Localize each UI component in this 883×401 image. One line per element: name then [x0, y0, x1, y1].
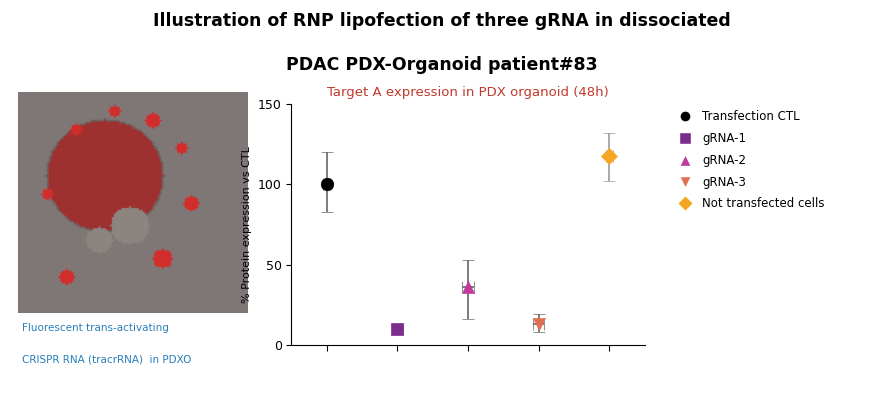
Text: Fluorescent trans-activating: Fluorescent trans-activating [22, 323, 169, 333]
Text: PDAC PDX-Organoid patient#83: PDAC PDX-Organoid patient#83 [286, 56, 597, 74]
Legend: Transfection CTL, gRNA-1, gRNA-2, gRNA-3, Not transfected cells: Transfection CTL, gRNA-1, gRNA-2, gRNA-3… [668, 105, 830, 215]
Text: Illustration of RNP lipofection of three gRNA in dissociated: Illustration of RNP lipofection of three… [153, 12, 730, 30]
Text: CRISPR RNA (tracrRNA)  in PDXO: CRISPR RNA (tracrRNA) in PDXO [22, 355, 192, 365]
Title: Target A expression in PDX organoid (48h): Target A expression in PDX organoid (48h… [327, 86, 609, 99]
Y-axis label: % Protein expression vs CTL: % Protein expression vs CTL [242, 146, 253, 303]
